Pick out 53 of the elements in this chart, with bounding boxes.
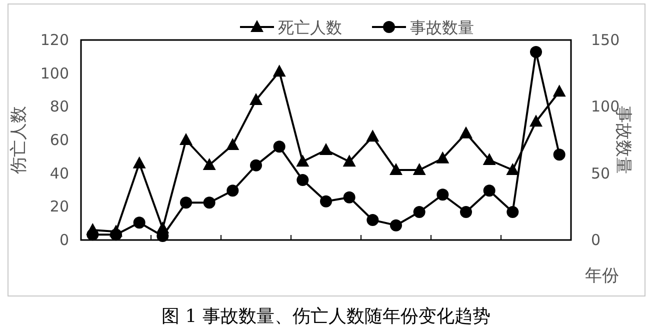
point [366, 130, 380, 142]
legend-label: 事故数量 [410, 18, 474, 37]
point [506, 163, 520, 175]
y2-tick-label: 150 [591, 31, 620, 49]
y-tick-label: 0 [59, 231, 69, 249]
point [226, 138, 240, 150]
point [320, 195, 332, 208]
point [390, 163, 402, 175]
point [460, 126, 472, 138]
point [413, 206, 426, 218]
y-tick-label: 120 [40, 31, 69, 49]
point [436, 151, 450, 164]
point [390, 219, 402, 232]
point [506, 206, 519, 218]
point [482, 153, 496, 165]
point [180, 196, 192, 209]
y2-tick-label: 0 [591, 231, 601, 249]
point [530, 46, 542, 58]
point [483, 184, 496, 197]
point [156, 221, 170, 234]
point [133, 216, 146, 229]
point [132, 156, 146, 168]
y2-tick-label: 50 [591, 164, 610, 182]
point [202, 158, 216, 170]
point [296, 174, 309, 186]
point [460, 206, 472, 218]
legend-label: 死亡人数 [278, 18, 342, 37]
x-axis-title: 年份 [585, 266, 619, 286]
point [412, 163, 426, 175]
point [320, 143, 332, 155]
point [273, 140, 286, 153]
point [296, 154, 310, 167]
text: 图 1 事故数量、伤亡人数随年份变化趋势 [162, 306, 490, 327]
y-tick-label: 40 [50, 164, 69, 182]
point [272, 64, 286, 77]
point [552, 84, 566, 97]
point [250, 93, 262, 105]
point [366, 214, 379, 226]
point [436, 188, 449, 201]
y-tick-label: 20 [50, 198, 69, 216]
point [530, 114, 542, 127]
point [342, 154, 356, 167]
point [203, 196, 216, 209]
y-axis-title: 伤亡人数 [9, 106, 29, 174]
point [553, 148, 566, 161]
point [343, 191, 356, 204]
point [180, 133, 192, 145]
y-tick-label: 80 [50, 98, 69, 116]
y-tick-label: 60 [50, 131, 69, 149]
y-tick-label: 100 [40, 64, 69, 82]
point [226, 184, 239, 197]
point [250, 159, 262, 172]
point [110, 224, 122, 237]
